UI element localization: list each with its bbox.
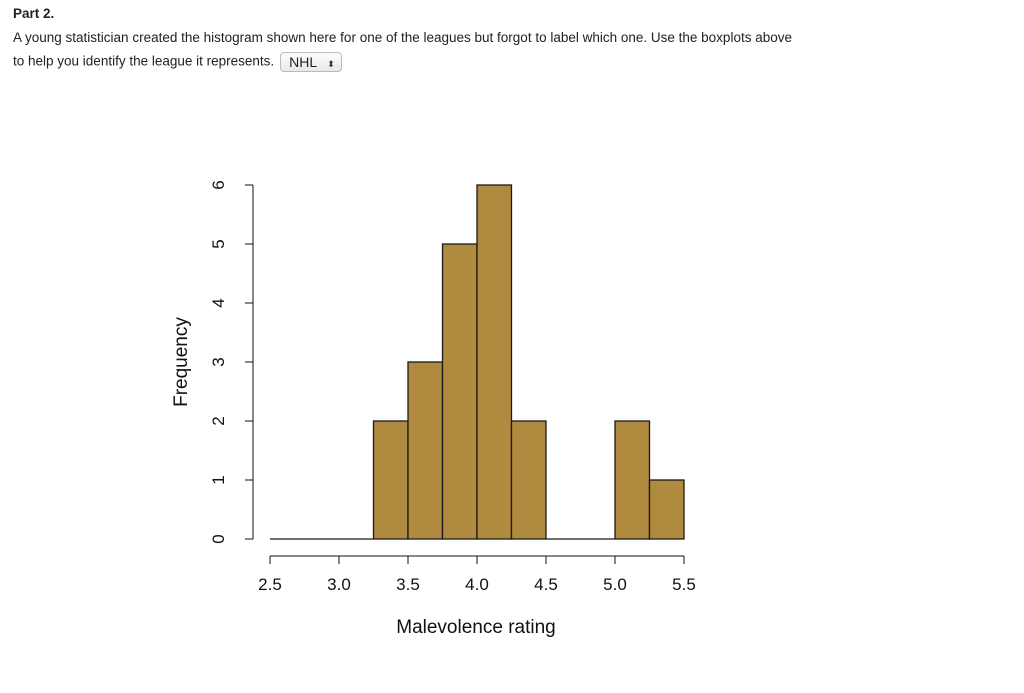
x-tick-label: 3.0: [327, 575, 351, 594]
chart-axes: 2.5 3.0 3.5 4.0 4.5 5.0 5.5 0 1 2 3 4 5 6: [209, 180, 696, 594]
y-tick-label: 0: [209, 534, 228, 543]
question-text-line2-text: to help you identify the league it repre…: [13, 53, 275, 69]
up-down-arrows-icon: ⬍: [327, 59, 335, 69]
x-tick-label: 4.0: [465, 575, 489, 594]
y-tick-label: 1: [209, 475, 228, 484]
x-tick-label: 2.5: [258, 575, 282, 594]
histogram-bar: [648, 479, 685, 540]
x-tick-label: 3.5: [396, 575, 420, 594]
histogram-bars: [270, 184, 685, 540]
histogram-bar: [476, 184, 513, 540]
x-tick-label: 5.5: [672, 575, 696, 594]
y-tick-label: 6: [209, 180, 228, 189]
histogram-bar: [407, 361, 444, 540]
y-tick-label: 4: [209, 298, 228, 307]
question-text-line2: to help you identify the league it repre…: [13, 52, 342, 72]
y-axis-label: Frequency: [171, 317, 192, 407]
histogram-bar: [372, 420, 409, 540]
question-text-line1: A young statistician created the histogr…: [13, 30, 792, 45]
y-tick-label: 5: [209, 239, 228, 248]
y-tick-label: 2: [209, 416, 228, 425]
x-tick-label: 4.5: [534, 575, 558, 594]
part-label: Part 2.: [13, 6, 55, 21]
x-tick-label: 5.0: [603, 575, 627, 594]
league-select[interactable]: NHL ⬍: [280, 52, 342, 72]
histogram-bar: [510, 420, 547, 540]
y-tick-label: 3: [209, 357, 228, 366]
histogram-bar: [614, 420, 651, 540]
histogram-bar: [441, 243, 478, 540]
league-select-value: NHL: [289, 54, 318, 70]
x-axis-label: Malevolence rating: [396, 617, 555, 638]
